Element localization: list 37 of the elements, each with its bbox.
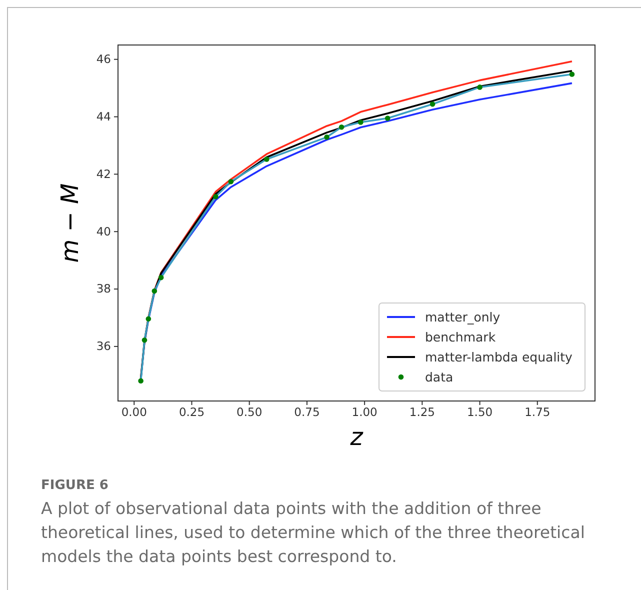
point <box>324 134 330 140</box>
point <box>338 124 344 130</box>
legend-label: matter-lambda equality <box>425 350 574 364</box>
x-tick-label: 1.50 <box>466 405 493 420</box>
y-tick-label: 42 <box>96 166 111 181</box>
point <box>213 194 218 200</box>
point <box>569 72 575 77</box>
point <box>358 120 364 125</box>
legend-label: benchmark <box>425 330 496 344</box>
point <box>142 337 148 343</box>
caption: FIGURE 6 <box>41 478 110 493</box>
x-axis-title: z <box>349 423 364 451</box>
point <box>477 84 482 90</box>
legend-label: data <box>425 370 454 384</box>
point <box>430 102 436 107</box>
y-tick-label: 44 <box>96 109 111 124</box>
legend-label: matter_only <box>425 310 501 324</box>
y-tick-label: 46 <box>96 52 111 66</box>
y-tick-label: 40 <box>96 224 111 238</box>
x-tick-label: 0.00 <box>121 405 147 420</box>
x-tick-label: 0.50 <box>236 405 262 420</box>
point <box>264 156 270 162</box>
point <box>228 179 234 184</box>
y-tick-label: 38 <box>96 282 111 296</box>
x-tick-label: 1.00 <box>352 405 378 420</box>
x-tick-label: 0.75 <box>294 405 320 420</box>
point <box>152 288 158 294</box>
x-tick-label: 0.25 <box>178 405 205 420</box>
y-axis-title: m − M <box>56 182 84 263</box>
point <box>158 274 164 280</box>
point <box>146 316 152 322</box>
y-tick-label: 36 <box>96 339 111 354</box>
point <box>138 378 144 384</box>
text: A plot of observational data points with the addition of three theoretical lines, used to determine which of the three theoretical models the data points best correspond to. <box>41 498 586 568</box>
point <box>384 116 390 121</box>
x-tick-label: 1.75 <box>524 405 550 420</box>
x-tick-label: 1.25 <box>409 405 435 420</box>
